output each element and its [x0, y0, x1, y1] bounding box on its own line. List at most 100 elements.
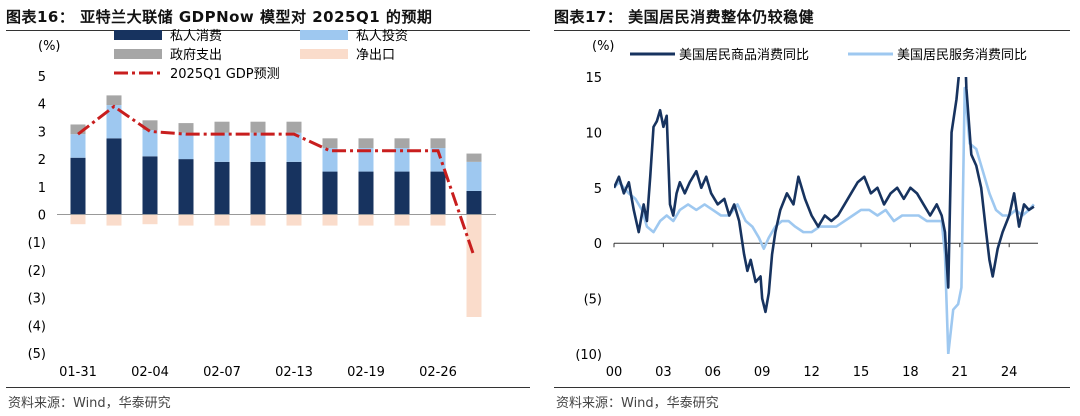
bar-segment [394, 148, 410, 172]
bar-segment [322, 138, 338, 149]
bar-segment [70, 157, 86, 215]
x-tick-label: 02-04 [131, 365, 169, 380]
bar-segment [142, 130, 158, 157]
chart-source: 资料来源：Wind，华泰研究 [8, 396, 171, 411]
y-tick-label: (5) [584, 293, 602, 308]
x-tick-label: 00 [606, 365, 623, 380]
x-tick-label: 03 [655, 365, 672, 380]
x-tick-label: 24 [1001, 365, 1018, 380]
bar-segment [286, 214, 302, 226]
bar-segment [214, 161, 230, 215]
y-tick-label: 4 [38, 98, 46, 113]
bar-segment [466, 190, 482, 215]
y-tick-label: 2 [38, 153, 46, 168]
bar-segment [430, 214, 446, 226]
goods-consumption-line [614, 77, 1035, 314]
legend-label: 私人投资 [356, 28, 408, 44]
chart-title: 图表16： 亚特兰大联储 GDPNow 模型对 2025Q1 的预期 [6, 8, 433, 26]
bar-segment [466, 214, 482, 317]
y-tick-label: 0 [38, 209, 46, 224]
bar-segment [70, 134, 86, 158]
chart-title: 图表17： 美国居民消费整体仍较稳健 [554, 8, 815, 26]
y-tick-label: 5 [38, 70, 46, 85]
bar-segment [394, 171, 410, 215]
x-tick-label: 01-31 [59, 365, 97, 380]
bar-segment [142, 214, 158, 225]
bar-segment [106, 105, 122, 139]
bar-segment [286, 161, 302, 215]
gdpnow-stacked-bar-chart: (%) 5 4 3 2 1 0 (1) (2) (3) (4) (5) 01-31 02-04 02-07 0… [28, 28, 496, 380]
bar-segment [70, 214, 86, 225]
bar-segment [358, 138, 374, 149]
source-divider [554, 387, 1070, 388]
bar-segment [250, 214, 266, 226]
bar-segment [250, 132, 266, 162]
source-divider [6, 387, 530, 388]
legend-label: 净出口 [356, 48, 395, 63]
x-tick-label: 06 [705, 365, 722, 380]
y-tick-label: (1) [28, 236, 46, 251]
x-tick-label: 02-26 [419, 365, 457, 380]
bar-segment [178, 159, 194, 215]
bar-segment [394, 138, 410, 149]
bar-segment [286, 121, 302, 133]
legend-swatch [300, 30, 348, 40]
bar-segment [322, 214, 338, 226]
bar-segment [70, 124, 86, 135]
y-tick-label: (4) [28, 319, 46, 334]
bar-segment [466, 161, 482, 191]
legend-swatch [114, 30, 162, 40]
y-tick-label: (10) [575, 348, 602, 363]
legend-label: 美国居民服务消费同比 [897, 47, 1027, 63]
legend-label: 私人消费 [170, 29, 222, 44]
consumption-line-chart: (%) 15 10 5 0 (5) (10) 00 03 06 09 12 15 18 21 24 美国居民商品… [575, 39, 1038, 380]
bar-segment [250, 161, 266, 215]
x-tick-label: 12 [803, 365, 820, 380]
unit-label: (%) [592, 39, 615, 54]
bar-segment [142, 120, 158, 131]
y-tick-label: 3 [38, 125, 46, 140]
bar-segment [250, 121, 266, 133]
bar-segment [430, 148, 446, 172]
x-tick-label: 09 [754, 365, 771, 380]
y-tick-label: 10 [585, 126, 602, 141]
bar-segment [322, 148, 338, 172]
y-tick-label: (5) [28, 347, 46, 362]
bar-segment [178, 123, 194, 133]
title-divider [6, 30, 530, 31]
bar-segment [142, 156, 158, 215]
services-consumption-line [614, 86, 1035, 354]
legend-label: 2025Q1 GDP预测 [170, 67, 280, 82]
bar-segment [106, 214, 122, 226]
y-tick-label: 15 [585, 71, 602, 86]
legend-swatch [300, 49, 348, 59]
bar-segment [286, 132, 302, 162]
y-tick-label: 5 [594, 182, 602, 197]
y-tick-label: (2) [28, 264, 46, 279]
bar-segment [106, 138, 122, 215]
y-tick-label: 1 [38, 181, 46, 196]
forecast-line [77, 104, 476, 257]
bar-segment [178, 214, 194, 226]
bar-segment [214, 132, 230, 162]
bar-segment [358, 148, 374, 172]
x-tick-label: 15 [853, 365, 870, 380]
x-tick-label: 02-07 [203, 365, 241, 380]
bar-segment [358, 214, 374, 226]
bar-segment [106, 95, 122, 106]
bar-segment [466, 153, 482, 162]
y-tick-label: (3) [28, 292, 46, 307]
legend-label: 美国居民商品消费同比 [679, 48, 809, 63]
gdpnow-chart-panel: 图表16： 亚特兰大联储 GDPNow 模型对 2025Q1 的预期 (%) 5 4… [6, 8, 530, 411]
bar-segment [430, 171, 446, 215]
bar-segment [178, 132, 194, 160]
bar-segment [322, 171, 338, 215]
bar-segment [394, 214, 410, 226]
bar-segment [358, 171, 374, 215]
bar-segment [214, 214, 230, 226]
legend-label: 政府支出 [170, 48, 222, 63]
consumption-chart-panel: 图表17： 美国居民消费整体仍较稳健 (%) 15 10 5 0 (5) (10) 00 03 0… [548, 0, 1080, 416]
legend-swatch [114, 49, 162, 59]
x-tick-label: 21 [952, 365, 969, 380]
chart-source: 资料来源：Wind，华泰研究 [556, 396, 719, 411]
